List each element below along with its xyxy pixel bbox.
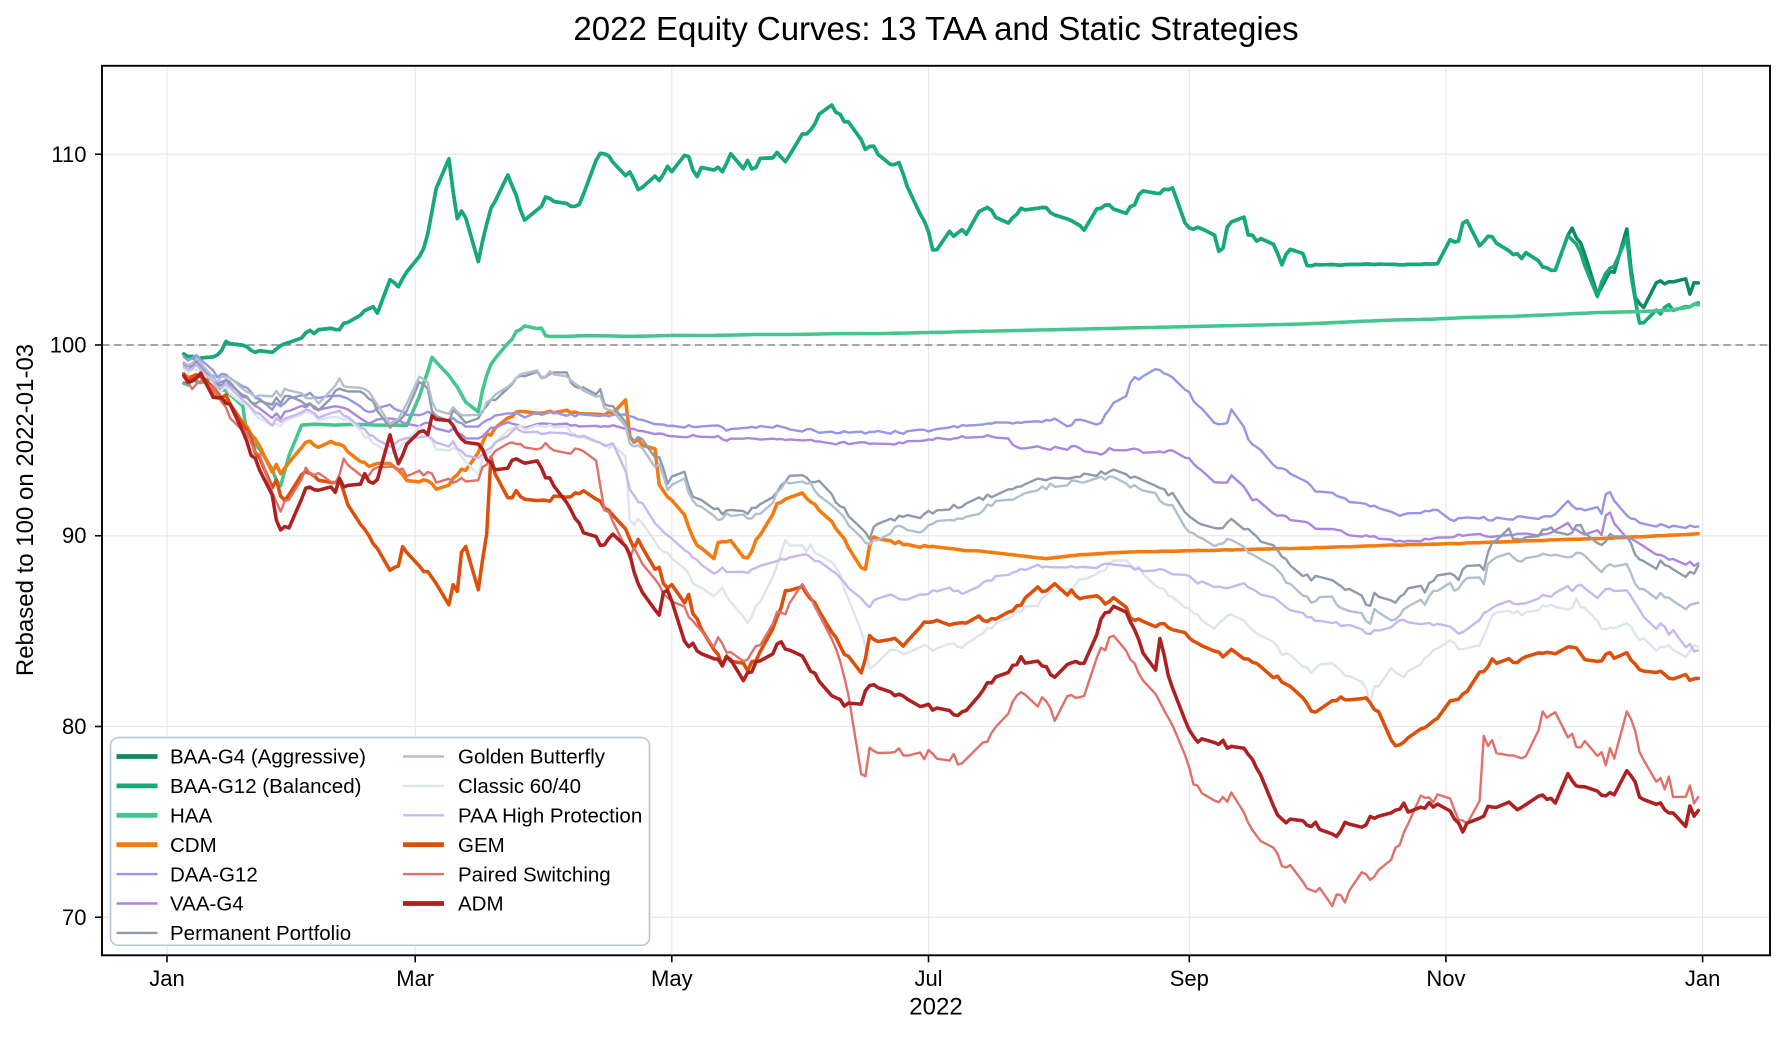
svg-text:Sep: Sep [1170,966,1209,991]
svg-text:PAA High Protection: PAA High Protection [458,805,642,828]
svg-text:Jan: Jan [149,966,184,991]
svg-text:Rebased to 100 on 2022-01-03: Rebased to 100 on 2022-01-03 [12,344,39,676]
svg-text:GEM: GEM [458,834,505,857]
svg-text:2022 Equity Curves: 13 TAA and: 2022 Equity Curves: 13 TAA and Static St… [573,10,1298,47]
svg-text:Jan: Jan [1685,966,1720,991]
svg-text:Classic 60/40: Classic 60/40 [458,775,581,798]
svg-text:Mar: Mar [396,966,434,991]
svg-text:Permanent Portfolio: Permanent Portfolio [170,922,351,945]
svg-text:VAA-G4: VAA-G4 [170,893,244,916]
svg-text:HAA: HAA [170,805,212,828]
svg-text:ADM: ADM [458,893,504,916]
svg-text:DAA-G12: DAA-G12 [170,863,258,886]
svg-text:Golden Butterfly: Golden Butterfly [458,746,606,769]
svg-text:70: 70 [62,905,86,930]
svg-text:BAA-G12 (Balanced): BAA-G12 (Balanced) [170,775,361,798]
svg-text:Paired Switching: Paired Switching [458,863,611,886]
svg-text:May: May [651,966,693,991]
svg-text:80: 80 [62,714,86,739]
svg-text:90: 90 [62,523,86,548]
svg-text:CDM: CDM [170,834,217,857]
svg-text:BAA-G4 (Aggressive): BAA-G4 (Aggressive) [170,746,366,769]
svg-text:100: 100 [50,333,87,358]
svg-text:2022: 2022 [909,994,962,1021]
svg-text:Nov: Nov [1426,966,1465,991]
svg-text:Jul: Jul [914,966,942,991]
svg-text:110: 110 [51,142,86,167]
